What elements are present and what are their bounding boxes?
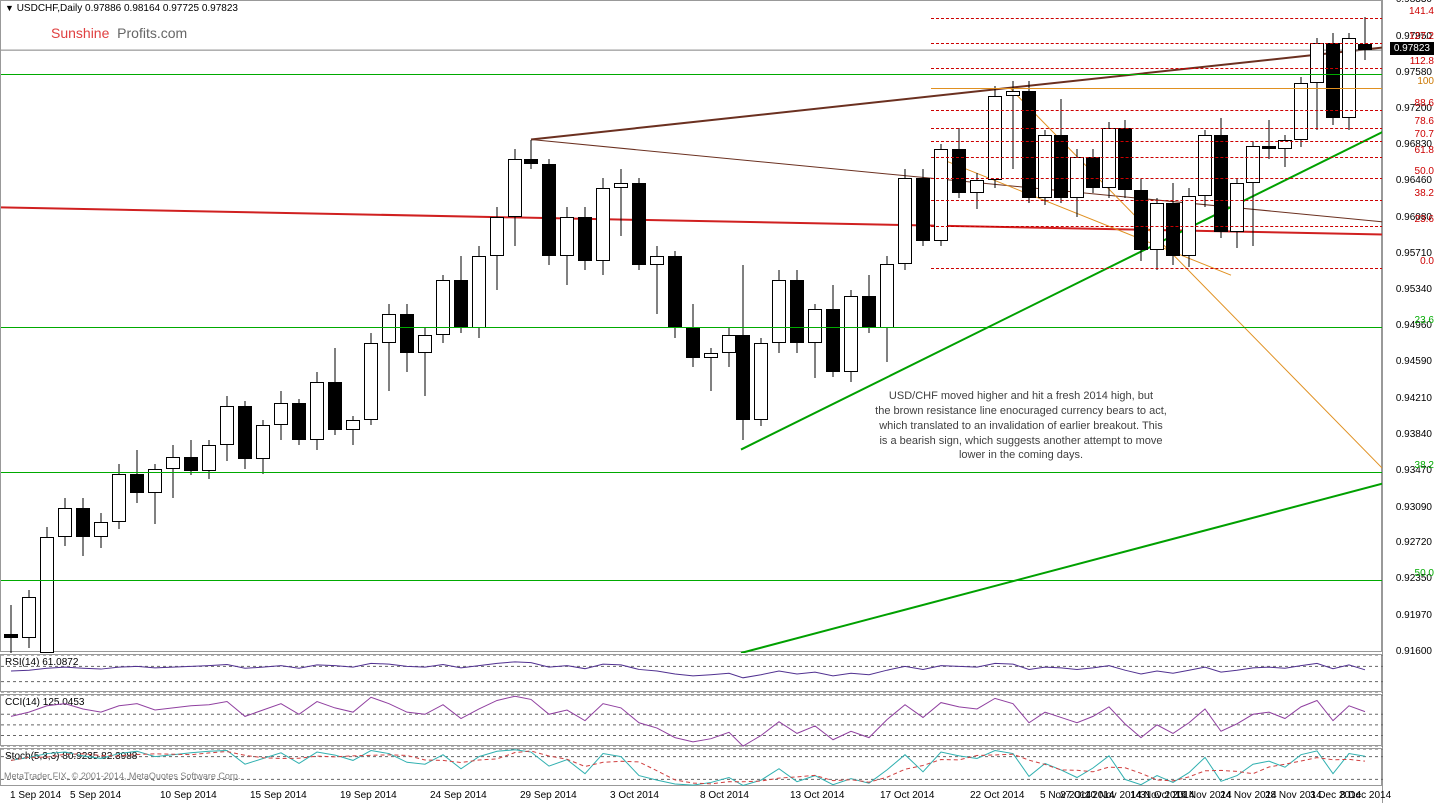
copyright-text: MetaTrader FIX, © 2001-2014, MetaQuotes … <box>4 771 240 781</box>
red-fib-line <box>931 43 1383 44</box>
x-tick-label: 13 Oct 2014 <box>790 790 844 801</box>
fib-red-label: 61.8 <box>1415 145 1434 156</box>
y-tick-label: 0.91600 <box>1396 646 1432 657</box>
x-tick-label: 1 Sep 2014 <box>10 790 61 801</box>
red-fib-line <box>931 226 1383 227</box>
fib-red-label: 141.4 <box>1409 6 1434 17</box>
green-hline <box>1 74 1383 75</box>
x-tick-label: 15 Sep 2014 <box>250 790 307 801</box>
red-fib-line <box>931 18 1383 19</box>
stoch-svg <box>1 749 1383 787</box>
red-fib-line <box>931 200 1383 201</box>
x-tick-label: 10 Sep 2014 <box>160 790 217 801</box>
fib-orange-label: 100 <box>1417 76 1434 87</box>
y-tick-label: 0.93090 <box>1396 502 1432 513</box>
y-tick-label: 0.92720 <box>1396 537 1432 548</box>
x-tick-label: 19 Sep 2014 <box>340 790 397 801</box>
red-fib-line <box>931 141 1383 142</box>
stoch-label: Stoch(5,3,3) 80.9235 82.3988 <box>5 751 137 762</box>
x-tick-label: 24 Sep 2014 <box>430 790 487 801</box>
x-tick-label: 3 Oct 2014 <box>610 790 659 801</box>
green-hline <box>1 327 1383 328</box>
cci-svg <box>1 695 1383 747</box>
cci-panel[interactable]: CCI(14) 125.0453 <box>0 694 1382 746</box>
x-tick-label: 22 Oct 2014 <box>970 790 1024 801</box>
y-tick-label: 0.95340 <box>1396 284 1432 295</box>
red-fib-line <box>931 157 1383 158</box>
fib-red-label: 127.2 <box>1409 31 1434 42</box>
fib-red-label: 38.2 <box>1415 188 1434 199</box>
x-tick-label: 29 Sep 2014 <box>520 790 577 801</box>
price-axis: 0.983300.979500.975800.972000.968300.964… <box>1382 0 1436 803</box>
cci-label: CCI(14) 125.0453 <box>5 697 85 708</box>
x-tick-label: 8 Oct 2014 <box>700 790 749 801</box>
fib-red-label: 0.0 <box>1420 256 1434 267</box>
current-price-tag: 0.97823 <box>1390 42 1434 55</box>
red-fib-line <box>931 110 1383 111</box>
fib-red-label: 23.6 <box>1415 214 1434 225</box>
fib-red-label: 70.7 <box>1415 129 1434 140</box>
y-tick-label: 0.94210 <box>1396 393 1432 404</box>
red-fib-line <box>931 178 1383 179</box>
rsi-label: RSI(14) 61.0872 <box>5 657 78 668</box>
green-hline <box>1 580 1383 581</box>
fib-red-label: 78.6 <box>1415 116 1434 127</box>
rsi-svg <box>1 655 1383 693</box>
y-tick-label: 0.98330 <box>1396 0 1432 5</box>
red-fib-line <box>931 128 1383 129</box>
date-axis: 1 Sep 2014 5 Sep 2014 10 Sep 2014 15 Sep 20… <box>0 785 1382 803</box>
y-tick-label: 0.93840 <box>1396 429 1432 440</box>
rsi-panel[interactable]: RSI(14) 61.0872 <box>0 654 1382 692</box>
fib-green-label: 38.2 <box>1415 460 1434 471</box>
fib-green-label: 23.6 <box>1415 315 1434 326</box>
red-fib-line <box>931 68 1383 69</box>
fib-red-label: 112.8 <box>1410 56 1434 67</box>
x-tick-label: 8 Dec 2014 <box>1340 790 1391 801</box>
red-fib-line <box>931 268 1383 269</box>
analysis-annotation: USD/CHF moved higher and hit a fresh 201… <box>831 389 1211 463</box>
x-tick-label: 5 Nov 2014 <box>1040 790 1091 801</box>
y-tick-label: 0.94590 <box>1396 356 1432 367</box>
x-tick-label: 17 Oct 2014 <box>880 790 934 801</box>
orange-fib-line <box>931 88 1383 89</box>
fib-red-label: 88.6 <box>1415 98 1434 109</box>
fib-green-label: 50.0 <box>1415 568 1434 579</box>
main-chart-panel[interactable]: ▼ USDCHF,Daily 0.97886 0.98164 0.97725 0… <box>0 0 1382 652</box>
green-hline <box>1 472 1383 473</box>
fib-red-label: 50.0 <box>1415 166 1434 177</box>
x-tick-label: 5 Sep 2014 <box>70 790 121 801</box>
y-tick-label: 0.91970 <box>1396 610 1432 621</box>
